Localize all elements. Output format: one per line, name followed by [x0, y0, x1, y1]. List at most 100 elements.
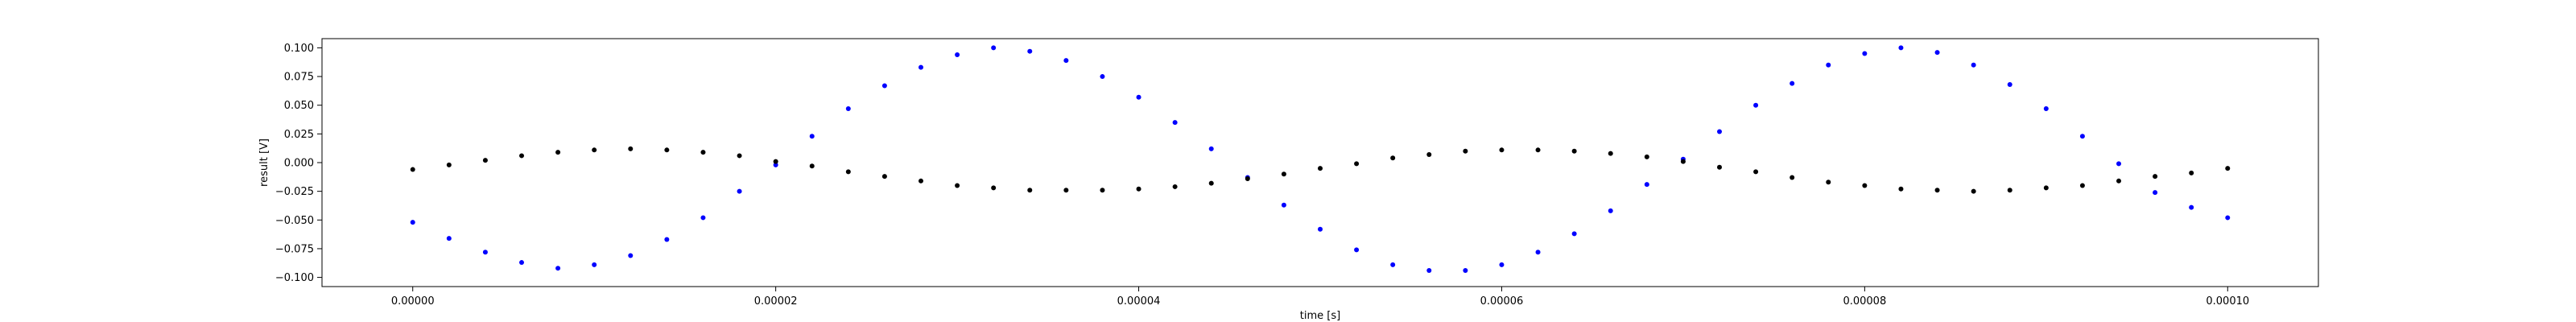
data-point [1208, 180, 1214, 186]
data-point [1426, 268, 1432, 274]
data-point [1862, 51, 1868, 56]
data-point [628, 253, 634, 258]
data-point [664, 237, 670, 242]
data-point [1934, 50, 1940, 56]
data-point [482, 250, 488, 255]
data-point [628, 146, 634, 151]
y-tick-label: −0.025 [275, 186, 314, 198]
y-tick-label: 0.100 [284, 43, 314, 55]
y-axis: −0.100 −0.075 −0.050 −0.025 0.000 0.025 0.050 0… [275, 43, 322, 284]
data-point [1027, 48, 1033, 54]
data-point [1608, 208, 1613, 213]
y-axis-label: result [V] [258, 138, 270, 187]
data-point [700, 150, 706, 155]
series-1 [410, 146, 2231, 194]
data-point [1063, 58, 1069, 64]
data-point [881, 83, 887, 89]
data-point [1790, 175, 1795, 180]
y-tick-label: −0.050 [275, 215, 314, 227]
y-tick-label: −0.100 [275, 272, 314, 284]
data-point [1571, 231, 1577, 237]
data-point [1208, 146, 1214, 151]
data-point [1862, 183, 1868, 188]
data-point [991, 185, 997, 191]
data-point [1753, 169, 1759, 175]
y-tick-label: −0.075 [275, 243, 314, 255]
data-point [955, 183, 960, 188]
data-point [1390, 155, 1396, 161]
data-point [955, 52, 960, 57]
data-point [2079, 134, 2085, 139]
data-point [773, 162, 778, 167]
data-point [1898, 186, 1904, 192]
data-point [1608, 151, 1613, 156]
data-point [446, 236, 452, 242]
data-point [1717, 164, 1722, 170]
series-layer [410, 45, 2231, 274]
y-tick-label: 0.075 [284, 72, 314, 84]
data-point [1100, 74, 1105, 80]
data-point [1136, 186, 1141, 192]
data-point [1281, 171, 1286, 177]
x-tick-label: 0.00000 [391, 295, 435, 308]
data-point [1644, 154, 1649, 159]
data-point [1318, 166, 1323, 171]
data-point [519, 260, 524, 266]
data-point [1971, 188, 1976, 194]
x-axis-label: time [s] [1300, 310, 1340, 322]
data-point [1499, 147, 1505, 153]
data-point [2153, 174, 2158, 180]
data-point [737, 188, 742, 194]
data-point [2043, 185, 2049, 191]
data-point [2043, 105, 2049, 111]
data-point [1245, 175, 1250, 181]
data-point [845, 169, 851, 175]
data-point [1354, 161, 1360, 167]
data-point [1535, 250, 1541, 255]
data-point [2225, 166, 2231, 171]
x-axis: 0.00000 0.00002 0.00004 0.00006 0.00008 0.000… [391, 287, 2249, 308]
data-point [2189, 170, 2194, 175]
data-point [2116, 178, 2121, 184]
data-point [592, 262, 597, 267]
data-point [410, 220, 415, 225]
data-point [1971, 62, 1976, 68]
data-point [1172, 120, 1178, 126]
data-point [1463, 268, 1468, 274]
data-point [1136, 94, 1141, 100]
data-point [919, 178, 923, 184]
data-point [1826, 180, 1831, 185]
data-point [1644, 182, 1649, 188]
data-point [1354, 247, 1360, 253]
data-point [881, 174, 887, 180]
data-point [1790, 80, 1795, 86]
data-point [1063, 188, 1069, 193]
data-point [700, 215, 706, 221]
data-point [1571, 148, 1577, 154]
series-0 [410, 45, 2231, 274]
data-point [2189, 204, 2194, 210]
data-point [2153, 190, 2158, 196]
y-tick-label: 0.050 [284, 100, 314, 112]
data-point [1499, 262, 1505, 267]
data-point [919, 64, 923, 70]
data-point [1934, 188, 1940, 193]
data-point [1281, 202, 1286, 208]
data-point [555, 150, 561, 155]
y-tick-label: 0.025 [284, 129, 314, 141]
data-point [664, 147, 670, 153]
x-tick-label: 0.00008 [1843, 295, 1886, 308]
data-point [809, 134, 815, 139]
data-point [1535, 147, 1541, 153]
data-point [446, 162, 452, 167]
data-point [482, 158, 488, 163]
data-point [555, 266, 561, 271]
x-tick-label: 0.00004 [1117, 295, 1161, 308]
data-point [1898, 45, 1904, 51]
data-point [1463, 148, 1468, 154]
data-point [1753, 102, 1759, 108]
data-point [2225, 215, 2231, 221]
x-tick-label: 0.00006 [1480, 295, 1524, 308]
data-point [773, 159, 778, 164]
